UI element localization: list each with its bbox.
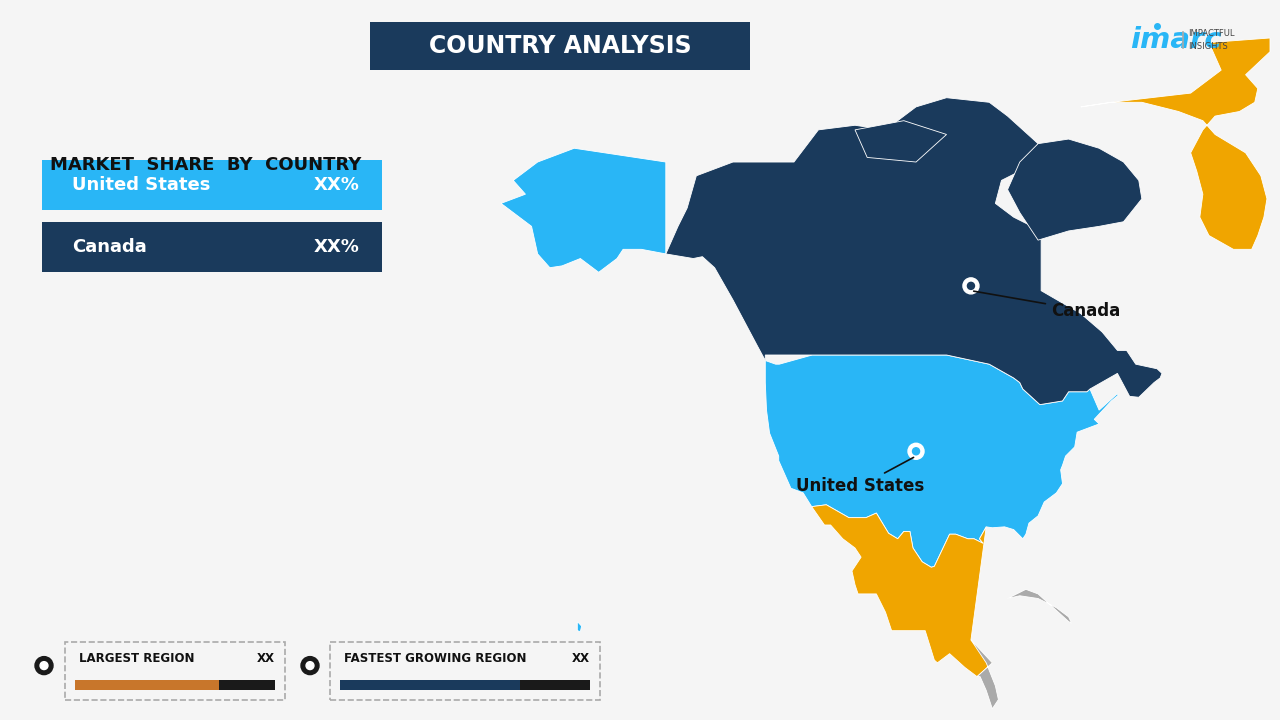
FancyBboxPatch shape <box>42 160 381 210</box>
Circle shape <box>968 282 974 289</box>
Text: Canada: Canada <box>974 291 1120 320</box>
Bar <box>76 680 219 690</box>
Text: XX%: XX% <box>314 238 360 256</box>
Text: COUNTRY ANALYSIS: COUNTRY ANALYSIS <box>429 34 691 58</box>
Text: XX%: XX% <box>314 176 360 194</box>
Circle shape <box>35 657 52 675</box>
Circle shape <box>40 662 47 670</box>
Text: United States: United States <box>796 457 924 495</box>
Text: XX: XX <box>572 652 590 665</box>
Polygon shape <box>666 98 1162 405</box>
Circle shape <box>963 278 979 294</box>
Polygon shape <box>1007 590 1071 624</box>
Circle shape <box>913 448 919 455</box>
Circle shape <box>306 662 314 670</box>
Bar <box>76 680 275 690</box>
Polygon shape <box>500 148 666 272</box>
Circle shape <box>908 444 924 459</box>
Text: FASTEST GROWING REGION: FASTEST GROWING REGION <box>344 652 526 665</box>
Text: XX: XX <box>257 652 275 665</box>
FancyBboxPatch shape <box>42 222 381 272</box>
Text: LARGEST REGION: LARGEST REGION <box>79 652 195 665</box>
Text: United States: United States <box>72 176 210 194</box>
Text: Canada: Canada <box>72 238 147 256</box>
Polygon shape <box>913 454 919 459</box>
Polygon shape <box>577 621 581 631</box>
Bar <box>340 680 590 690</box>
FancyBboxPatch shape <box>370 22 750 70</box>
Polygon shape <box>812 505 992 677</box>
Bar <box>340 680 520 690</box>
Polygon shape <box>40 668 47 674</box>
Polygon shape <box>1007 139 1142 240</box>
Circle shape <box>301 657 319 675</box>
Text: IMPACTFUL
INSIGHTS: IMPACTFUL INSIGHTS <box>1188 30 1234 50</box>
Polygon shape <box>855 121 946 162</box>
Text: imarc: imarc <box>1130 26 1221 54</box>
Polygon shape <box>972 640 998 708</box>
Polygon shape <box>968 288 974 293</box>
Text: MARKET  SHARE  BY  COUNTRY: MARKET SHARE BY COUNTRY <box>50 156 361 174</box>
Polygon shape <box>765 355 1117 567</box>
Polygon shape <box>1080 38 1270 249</box>
Polygon shape <box>306 668 314 674</box>
